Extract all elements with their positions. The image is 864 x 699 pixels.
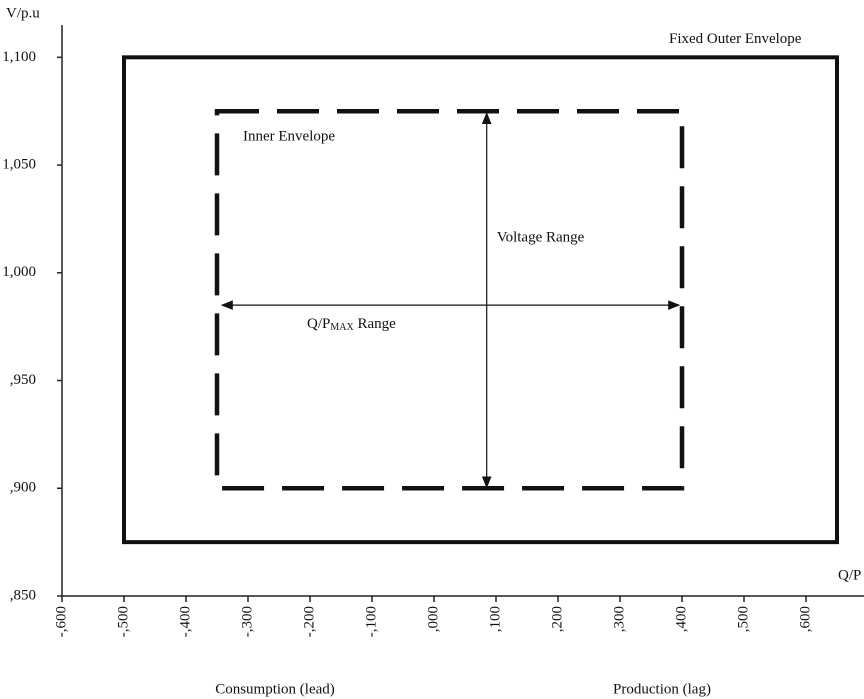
y-tick-label: ,900 <box>10 480 36 496</box>
range-label: Q/PMAX Range <box>307 317 396 334</box>
x-tick-label: ,200 <box>549 606 565 632</box>
y-tick-label: ,950 <box>10 372 36 388</box>
x-tick-label: ,400 <box>673 606 689 632</box>
y-tick-label: 1,000 <box>2 264 36 280</box>
envelope-label: Inner Envelope <box>243 129 335 145</box>
envelope <box>122 55 839 545</box>
y-tick-label: ,850 <box>10 587 36 603</box>
x-tick-label: ,500 <box>735 606 751 632</box>
x-tick-label: ,100 <box>487 606 503 632</box>
x-tick-label: -,300 <box>239 606 255 637</box>
y-tick-label: 1,100 <box>2 49 36 65</box>
x-tick-label: -,500 <box>115 606 131 637</box>
range-label-main: Q/P <box>307 317 330 333</box>
x-axis-label: Q/P <box>838 567 861 583</box>
region-label: Production (lag) <box>613 681 711 697</box>
range-label: Voltage Range <box>497 230 585 246</box>
y-axis-label: V/p.u <box>6 5 40 21</box>
x-tick-label: -,400 <box>177 606 193 637</box>
envelope-label: Fixed Outer Envelope <box>669 31 802 47</box>
x-tick-label: -,600 <box>53 606 69 637</box>
x-tick-label: -,100 <box>363 606 379 637</box>
region-label: Consumption (lead) <box>215 681 335 697</box>
envelope <box>214 108 685 491</box>
x-tick-label: -,200 <box>301 606 317 637</box>
range-label-sub: MAX <box>330 322 354 333</box>
range-label-suffix: Range <box>354 317 396 333</box>
x-tick-label: ,300 <box>611 606 627 632</box>
x-tick-label: ,000 <box>425 606 441 632</box>
y-tick-label: 1,050 <box>2 156 36 172</box>
x-tick-label: ,600 <box>797 606 813 632</box>
